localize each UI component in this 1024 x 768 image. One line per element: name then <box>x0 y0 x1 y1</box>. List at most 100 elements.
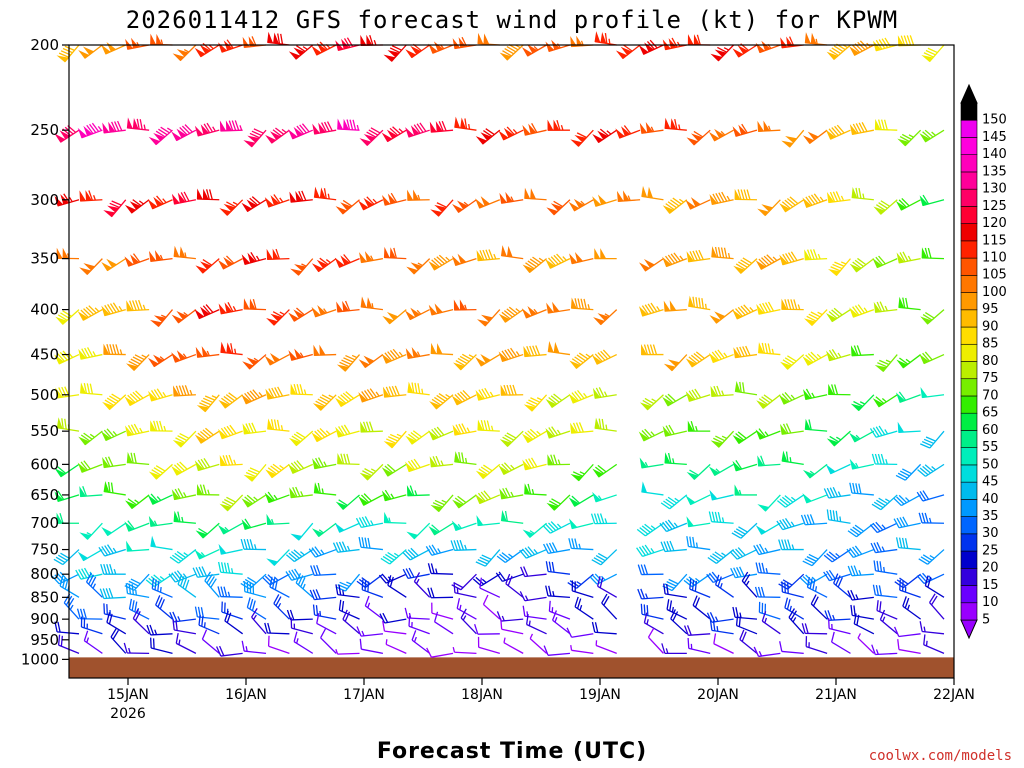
wind-barb <box>826 349 851 362</box>
wind-barb <box>802 493 828 504</box>
wind-barb <box>404 307 430 321</box>
wind-barb <box>405 122 430 138</box>
wind-barb <box>731 522 758 539</box>
wind-barb <box>593 309 618 326</box>
wind-barb <box>406 258 431 275</box>
y-tick-label: 600 <box>30 455 59 473</box>
wind-barb <box>171 488 197 501</box>
wind-barb <box>102 120 126 134</box>
wind-barb <box>265 386 290 400</box>
wind-barb <box>405 458 430 473</box>
wind-barb <box>433 611 454 635</box>
wind-barb <box>146 624 173 636</box>
wind-barb <box>150 309 174 328</box>
wind-barb <box>872 584 898 598</box>
wind-barb <box>360 296 383 311</box>
wind-barb <box>192 566 220 578</box>
wind-barb <box>566 627 594 638</box>
wind-barb <box>452 494 477 509</box>
wind-barb <box>125 583 150 598</box>
wind-barb <box>173 510 196 524</box>
wind-barb <box>542 521 571 534</box>
wind-barb <box>849 304 875 318</box>
wind-barb <box>337 118 360 131</box>
wind-barb <box>288 44 314 60</box>
wind-barb <box>734 484 757 496</box>
wind-barb <box>569 518 594 530</box>
legend-label: 50 <box>982 457 999 472</box>
wind-barb <box>570 463 594 482</box>
wind-barb <box>246 597 267 620</box>
wind-barb <box>741 571 758 598</box>
wind-barb <box>224 610 244 635</box>
wind-barb <box>869 425 898 438</box>
wind-barb <box>77 460 103 473</box>
legend-label: 35 <box>982 509 999 524</box>
wind-barb <box>264 194 290 208</box>
wind-barb <box>477 419 500 432</box>
y-tick-label: 400 <box>30 301 59 319</box>
wind-barb <box>849 482 874 496</box>
wind-barb <box>288 307 314 322</box>
wind-barb <box>592 463 618 478</box>
wind-barb <box>897 421 921 433</box>
wind-barb <box>218 39 243 53</box>
wind-barb <box>285 568 313 581</box>
y-tick-label: 650 <box>30 486 59 504</box>
wind-barb <box>220 341 243 356</box>
wind-barb <box>335 584 360 598</box>
wind-barb <box>454 116 477 131</box>
wind-barb <box>500 618 524 635</box>
wind-barb <box>78 44 103 59</box>
wind-barb <box>688 295 711 311</box>
wind-barb <box>761 611 781 635</box>
wind-barb <box>735 615 758 635</box>
wind-barb <box>851 186 874 201</box>
wind-barb <box>591 621 617 635</box>
wind-barb <box>265 127 290 144</box>
wind-barb <box>825 463 851 475</box>
wind-barb <box>686 129 711 146</box>
wind-barb <box>871 494 898 511</box>
wind-barb <box>218 543 243 555</box>
legend-label: 10 <box>982 595 999 610</box>
wind-barb <box>826 430 851 447</box>
legend-label: 145 <box>982 130 1007 145</box>
wind-barb <box>920 387 945 399</box>
wind-barb <box>850 394 875 412</box>
wind-barb <box>641 344 664 356</box>
x-tick-label: 21JAN <box>815 687 857 703</box>
wind-barb <box>85 572 103 598</box>
wind-barb <box>543 645 571 656</box>
wind-barb <box>545 253 571 269</box>
wind-barb <box>569 352 594 369</box>
wind-barb <box>171 124 197 142</box>
wind-barb <box>337 453 360 466</box>
wind-barb <box>498 306 524 323</box>
wind-barb <box>879 609 898 635</box>
wind-barb <box>313 482 337 496</box>
wind-barb <box>823 569 851 582</box>
wind-barb <box>546 301 571 314</box>
wind-barb <box>243 463 267 482</box>
wind-barb <box>847 565 874 577</box>
wind-barb <box>402 567 430 580</box>
wind-barb <box>171 191 197 205</box>
wind-barb <box>171 461 197 476</box>
wind-barb <box>847 589 874 601</box>
wind-barb <box>637 564 664 576</box>
legend-label: 90 <box>982 319 999 334</box>
wind-barb <box>801 623 828 635</box>
wind-barb <box>917 463 945 477</box>
wind-barb <box>383 511 407 524</box>
wind-barb <box>898 296 921 311</box>
wind-barb <box>204 571 220 598</box>
wind-barb <box>574 596 594 620</box>
wind-barb <box>172 619 197 635</box>
wind-barb <box>686 536 711 551</box>
wind-barb <box>919 351 945 365</box>
legend-label: 150 <box>982 113 1007 128</box>
legend-swatch <box>960 533 978 552</box>
legend-swatch <box>960 171 978 190</box>
wind-barb <box>788 608 805 635</box>
